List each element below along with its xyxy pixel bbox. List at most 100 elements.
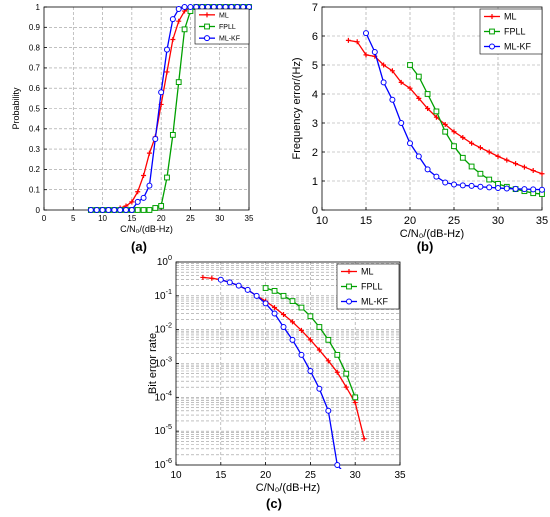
data-point bbox=[289, 319, 295, 325]
y-tick-label: 0.1 bbox=[29, 186, 41, 195]
data-point bbox=[407, 62, 413, 68]
legend-entry: FPLL bbox=[361, 282, 383, 292]
legend-marker bbox=[346, 298, 352, 305]
data-point bbox=[416, 95, 422, 101]
data-point bbox=[468, 163, 475, 170]
data-point bbox=[164, 69, 170, 75]
y-axis-label: Bit error rate bbox=[147, 333, 159, 394]
legend: ML FPLL ML-KF bbox=[336, 263, 400, 310]
data-point bbox=[316, 347, 322, 353]
x-tick-label: 30 bbox=[215, 214, 224, 223]
data-point bbox=[459, 182, 466, 189]
panel-label: (b) bbox=[417, 239, 434, 254]
data-point bbox=[117, 207, 124, 213]
data-point bbox=[123, 207, 129, 213]
data-point bbox=[415, 73, 422, 80]
x-tick-label: 25 bbox=[448, 215, 460, 227]
data-point bbox=[495, 184, 501, 191]
data-point bbox=[433, 108, 440, 115]
y-tick-label: 0.6 bbox=[29, 84, 41, 93]
y-tick-label: 0.5 bbox=[29, 104, 41, 113]
series-ml bbox=[345, 37, 545, 177]
x-tick-label: 10 bbox=[170, 470, 182, 481]
data-point bbox=[316, 324, 323, 330]
y-tick-label: 1 bbox=[36, 3, 41, 12]
y-tick-label: 0.4 bbox=[29, 125, 41, 134]
legend: ML FPLL ML-KF bbox=[479, 8, 543, 55]
y-tick-label: 0.7 bbox=[29, 64, 41, 73]
data-point bbox=[262, 300, 269, 307]
y-tick-label: 0.3 bbox=[29, 145, 41, 154]
x-tick-label: 35 bbox=[394, 470, 406, 481]
data-point bbox=[363, 52, 369, 58]
legend-entry: ML bbox=[361, 267, 374, 277]
y-axis-label: Probability bbox=[11, 87, 21, 130]
data-point bbox=[513, 161, 519, 167]
y-tick-label: 1 bbox=[312, 176, 318, 188]
data-point bbox=[235, 282, 242, 289]
data-point bbox=[486, 184, 493, 191]
y-tick-label: 2 bbox=[312, 147, 318, 159]
legend-entry: FPLL bbox=[219, 24, 236, 31]
data-point bbox=[226, 279, 233, 286]
data-point bbox=[451, 143, 457, 150]
data-point bbox=[389, 68, 395, 74]
data-point bbox=[158, 89, 165, 96]
data-point bbox=[140, 194, 147, 201]
x-tick-label: 10 bbox=[316, 215, 328, 227]
x-tick-label: 15 bbox=[127, 214, 136, 223]
data-point bbox=[175, 79, 182, 86]
data-point bbox=[363, 30, 369, 37]
series-ml-kf bbox=[217, 276, 349, 478]
data-point bbox=[486, 149, 492, 155]
data-point bbox=[325, 336, 332, 343]
data-point bbox=[271, 287, 278, 294]
legend-entry: ML-KF bbox=[504, 42, 532, 52]
data-point bbox=[512, 185, 519, 192]
data-point bbox=[262, 285, 269, 291]
data-point bbox=[424, 166, 431, 173]
data-point bbox=[345, 37, 351, 43]
data-point bbox=[459, 154, 466, 161]
data-point bbox=[380, 79, 387, 86]
data-point bbox=[495, 153, 501, 159]
x-tick-label: 20 bbox=[404, 215, 416, 227]
data-point bbox=[164, 174, 170, 181]
data-point bbox=[146, 150, 152, 156]
y-tick-label: 0 bbox=[36, 206, 41, 215]
data-point bbox=[371, 48, 378, 55]
chart-panel-1: 0 5 10 15 20 25 30 35 0 0.1 0.2 0.3 0.4 0.5 0.6 0.7 0.8 0… bbox=[11, 3, 254, 254]
data-point bbox=[398, 120, 405, 126]
data-point bbox=[111, 207, 118, 213]
x-tick-label: 25 bbox=[186, 214, 195, 223]
series-ml-kf bbox=[87, 4, 252, 213]
data-point bbox=[140, 207, 147, 213]
x-axis-label: C/N₀/(dB-Hz) bbox=[120, 224, 173, 234]
data-point bbox=[187, 4, 194, 10]
data-point bbox=[87, 207, 94, 213]
x-axis-label: C/N₀/(dB-Hz) bbox=[400, 228, 464, 240]
data-point bbox=[181, 4, 188, 10]
legend-marker bbox=[489, 28, 495, 35]
data-point bbox=[361, 436, 367, 442]
data-point bbox=[134, 207, 141, 213]
data-point bbox=[217, 276, 224, 283]
data-point bbox=[530, 186, 537, 193]
data-point bbox=[181, 26, 188, 33]
series-ml-kf bbox=[363, 30, 545, 193]
data-point bbox=[352, 400, 358, 406]
data-point bbox=[344, 473, 349, 478]
data-point bbox=[334, 462, 341, 468]
data-point bbox=[442, 121, 448, 127]
legend-marker bbox=[489, 43, 495, 50]
x-tick-label: 20 bbox=[157, 214, 166, 223]
y-tick-label: 0.8 bbox=[29, 43, 41, 52]
series-fpll bbox=[262, 285, 359, 401]
data-point bbox=[325, 358, 331, 364]
legend-marker bbox=[204, 35, 210, 42]
y-tick-label: 6 bbox=[312, 31, 318, 43]
data-point bbox=[209, 275, 215, 281]
data-point bbox=[442, 179, 449, 186]
data-point bbox=[433, 173, 440, 180]
data-point bbox=[298, 304, 305, 311]
